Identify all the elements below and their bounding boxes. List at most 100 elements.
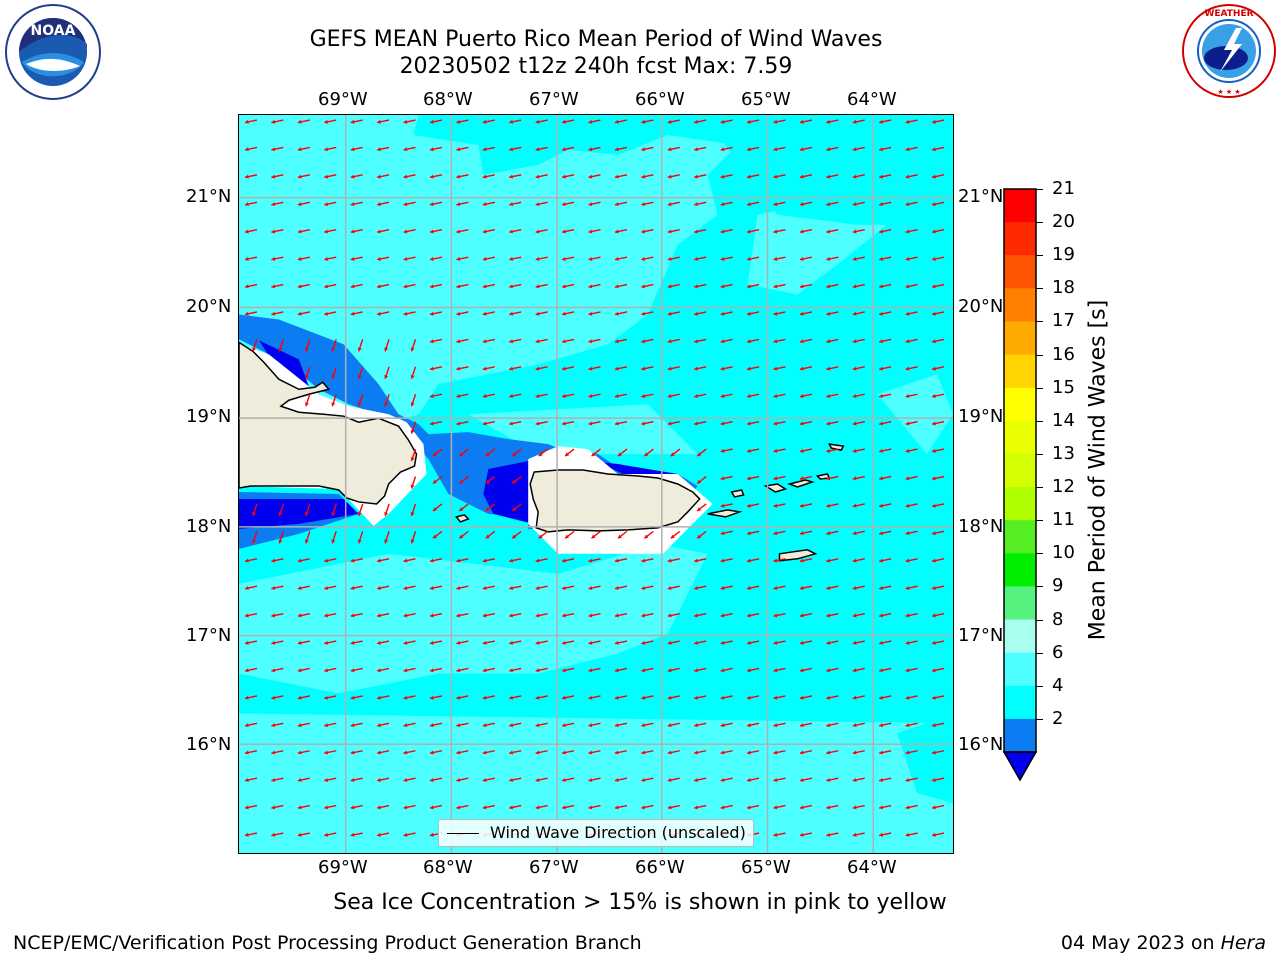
wave-direction-arrowhead xyxy=(905,531,910,536)
colorbar-tick-label: 16 xyxy=(1052,343,1075,365)
colorbar-tick-mark xyxy=(1036,420,1043,422)
wave-direction-arrowhead xyxy=(377,777,381,782)
wave-direction-arrowhead xyxy=(562,558,566,563)
wave-direction-arrowhead xyxy=(403,202,408,207)
wave-direction-arrowhead xyxy=(905,147,910,152)
wave-direction-arrowhead xyxy=(747,394,751,399)
wave-direction-arrowhead xyxy=(641,202,646,207)
wave-direction-arrowhead xyxy=(482,229,487,234)
wave-direction-arrowhead xyxy=(879,147,883,152)
wave-direction-arrowhead xyxy=(384,539,389,544)
wave-direction-arrowhead xyxy=(694,777,698,782)
wave-direction-arrowhead xyxy=(304,374,309,379)
wave-direction-arrowhead xyxy=(720,119,725,124)
wave-direction-arrowhead xyxy=(410,347,415,352)
wave-direction-arrowhead xyxy=(482,202,487,207)
wave-direction-arrowhead xyxy=(456,695,461,700)
wave-direction-arrowhead xyxy=(456,668,461,673)
wave-direction-arrowhead xyxy=(588,229,593,234)
wave-direction-arrowhead xyxy=(244,202,249,207)
wave-direction-arrowhead xyxy=(271,174,276,179)
wave-direction-arrowhead xyxy=(773,613,778,618)
wave-direction-arrowhead xyxy=(456,394,461,399)
wave-direction-arrowhead xyxy=(535,805,540,810)
wave-direction-arrowhead xyxy=(905,284,910,289)
wave-direction-arrowhead xyxy=(432,452,437,457)
wave-direction-arrowhead xyxy=(773,640,778,645)
wave-direction-arrowhead xyxy=(879,421,883,426)
wave-direction-arrowhead xyxy=(879,394,883,399)
wave-period-map xyxy=(238,114,954,854)
wave-direction-arrowhead xyxy=(667,174,672,179)
wave-direction-arrowhead xyxy=(377,695,381,700)
wave-direction-arrowhead xyxy=(410,374,415,379)
wave-direction-arrowhead xyxy=(667,311,672,316)
wave-direction-arrowhead xyxy=(482,147,487,152)
wave-direction-arrowhead xyxy=(879,777,883,782)
wave-direction-arrowhead xyxy=(932,695,936,700)
wave-direction-arrowhead xyxy=(773,558,778,563)
wave-direction-arrowhead xyxy=(773,723,778,728)
wave-direction-arrowhead xyxy=(297,147,302,152)
wave-direction-arrowhead xyxy=(324,174,329,179)
wave-direction-arrowhead xyxy=(588,174,593,179)
wave-direction-arrowhead xyxy=(297,174,302,179)
wave-direction-arrowhead xyxy=(694,750,698,755)
wave-direction-arrowhead xyxy=(485,452,490,457)
wave-direction-arrowhead xyxy=(591,452,596,457)
wave-direction-arrowhead xyxy=(773,585,778,591)
wave-direction-arrowhead xyxy=(410,429,415,434)
colorbar-segment xyxy=(1004,255,1036,289)
wave-direction-arrowhead xyxy=(324,558,329,563)
colorbar-tick-label: 11 xyxy=(1052,509,1075,531)
colorbar-tick-label: 8 xyxy=(1052,608,1064,630)
wave-direction-arrowhead xyxy=(535,119,540,124)
wave-direction-arrowhead xyxy=(403,558,408,563)
wave-direction-arrowhead xyxy=(879,476,883,481)
wave-direction-arrowhead xyxy=(429,558,434,563)
wave-direction-arrowhead xyxy=(482,723,487,728)
wave-direction-arrowhead xyxy=(377,805,381,810)
wave-direction-arrowhead xyxy=(720,777,725,782)
wave-direction-arrowhead xyxy=(562,366,566,371)
wave-direction-arrowhead xyxy=(485,479,490,484)
wave-direction-arrowhead xyxy=(667,202,672,207)
wave-direction-arrowhead xyxy=(720,394,725,399)
wave-direction-arrowhead xyxy=(324,640,329,645)
wave-direction-arrowhead xyxy=(377,229,381,234)
lat-label-left: 20°N xyxy=(186,296,232,317)
wave-direction-arrowhead xyxy=(667,585,672,591)
wave-direction-arrowhead xyxy=(562,777,566,782)
colorbar-tick-mark xyxy=(1036,487,1043,489)
wave-direction-arrowhead xyxy=(879,366,883,371)
wave-direction-arrowhead xyxy=(773,202,778,207)
wave-direction-arrowhead xyxy=(350,777,355,782)
wave-direction-arrowhead xyxy=(799,585,804,591)
wave-direction-arrowhead xyxy=(773,284,778,289)
wave-direction-arrowhead xyxy=(432,534,437,539)
wave-direction-arrowhead xyxy=(331,402,336,407)
wave-direction-arrowhead xyxy=(826,640,831,645)
wave-direction-arrowhead xyxy=(799,366,804,371)
wave-direction-arrowhead xyxy=(932,311,936,316)
wave-direction-arrowhead xyxy=(244,805,249,810)
colorbar-segment xyxy=(1004,652,1036,687)
wave-direction-arrowhead xyxy=(773,777,778,782)
wave-direction-arrowhead xyxy=(482,174,487,179)
wave-direction-arrowhead xyxy=(641,284,646,289)
wave-direction-arrowhead xyxy=(852,668,857,673)
wave-direction-arrowhead xyxy=(694,394,698,399)
wave-direction-arrowhead xyxy=(588,284,593,289)
wave-direction-arrowhead xyxy=(773,119,778,124)
wave-direction-arrowhead xyxy=(747,585,751,591)
colorbar-segment xyxy=(1004,288,1036,322)
wave-direction-arrowhead xyxy=(644,534,649,539)
wave-direction-arrowhead xyxy=(697,534,702,539)
wave-direction-arrowhead xyxy=(641,366,646,371)
wave-direction-arrowhead xyxy=(799,723,804,728)
wave-direction-arrowhead xyxy=(297,695,302,700)
wave-direction-arrowhead xyxy=(588,640,593,645)
wave-direction-arrowhead xyxy=(377,256,381,261)
wave-direction-arrowhead xyxy=(905,256,910,261)
wave-direction-arrowhead xyxy=(509,366,514,371)
